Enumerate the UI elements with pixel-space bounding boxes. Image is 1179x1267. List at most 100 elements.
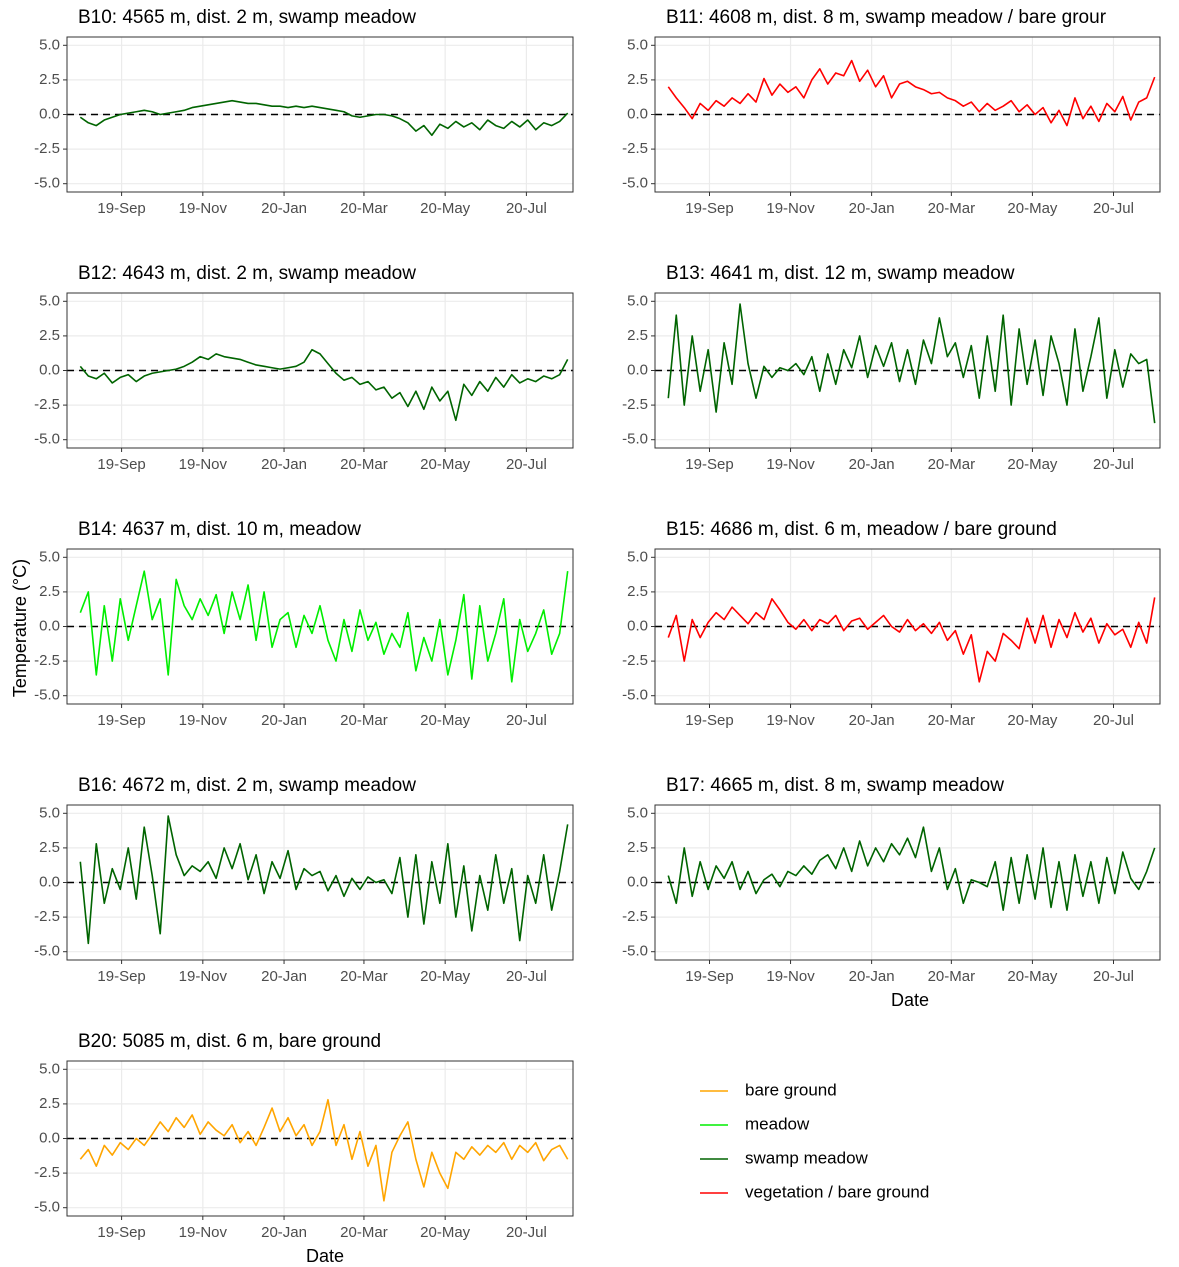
panel-title: B14: 4637 m, dist. 10 m, meadow [78, 519, 361, 540]
panel-title: B10: 4565 m, dist. 2 m, swamp meadow [78, 7, 416, 28]
panel-border [654, 804, 1161, 961]
x-tick-label: 20-Jul [1093, 968, 1134, 985]
x-tick-label: 20-Jul [506, 712, 547, 729]
y-tick-label: 0.0 [627, 617, 648, 634]
y-tick-label: -5.0 [622, 175, 648, 192]
x-tick-label: 19-Nov [766, 456, 815, 473]
x-tick-label: 20-Jul [1093, 200, 1134, 217]
y-tick-label: 0.0 [627, 873, 648, 890]
y-tick-label: -2.5 [34, 140, 60, 157]
panel-title: B12: 4643 m, dist. 2 m, swamp meadow [78, 263, 416, 284]
x-tick-label: 20-Mar [340, 1224, 388, 1241]
data-line [79, 815, 569, 945]
x-tick-label: 20-Jul [1093, 456, 1134, 473]
x-tick-label: 19-Nov [179, 456, 228, 473]
x-tick-label: 19-Sep [97, 456, 145, 473]
panel-border [66, 292, 574, 449]
panel-border [66, 36, 574, 193]
y-tick-label: 2.5 [39, 1095, 60, 1112]
y-tick-label: 2.5 [627, 583, 648, 600]
x-tick-label: 20-Jul [1093, 712, 1134, 729]
y-tick-label: -2.5 [622, 396, 648, 413]
panel-title: B15: 4686 m, dist. 6 m, meadow / bare gr… [666, 519, 1057, 540]
data-line [667, 59, 1156, 127]
y-tick-label: -5.0 [622, 687, 648, 704]
y-tick-label: -5.0 [622, 943, 648, 960]
x-tick-label: 20-Mar [340, 968, 388, 985]
x-tick-label: 19-Sep [685, 968, 733, 985]
y-tick-label: -5.0 [34, 431, 60, 448]
panel-title: B13: 4641 m, dist. 12 m, swamp meadow [666, 263, 1015, 284]
data-line [79, 99, 569, 137]
x-tick-label: 20-Mar [340, 200, 388, 217]
x-tick-label: 20-Jan [849, 456, 895, 473]
x-tick-label: 19-Sep [97, 968, 145, 985]
panel-title: B20: 5085 m, dist. 6 m, bare ground [78, 1031, 381, 1052]
y-tick-label: 5.0 [39, 292, 60, 309]
x-tick-label: 20-Mar [928, 456, 976, 473]
x-tick-label: 20-May [420, 200, 471, 217]
x-tick-label: 20-Jan [849, 968, 895, 985]
y-tick-label: 2.5 [627, 327, 648, 344]
y-tick-label: -2.5 [622, 140, 648, 157]
legend-label: swamp meadow [745, 1148, 869, 1167]
x-tick-label: 20-Jan [261, 456, 307, 473]
x-tick-label: 19-Sep [685, 712, 733, 729]
x-tick-label: 19-Nov [766, 968, 815, 985]
x-tick-label: 19-Sep [97, 200, 145, 217]
y-tick-label: 5.0 [39, 548, 60, 565]
x-tick-label: 19-Nov [179, 1224, 228, 1241]
legend-label: bare ground [745, 1080, 837, 1099]
x-tick-label: 20-Jan [261, 968, 307, 985]
y-tick-label: 2.5 [39, 839, 60, 856]
data-line [79, 1098, 569, 1202]
panel-border [66, 804, 574, 961]
x-axis-title: Date [891, 990, 929, 1010]
x-tick-label: 20-Mar [928, 712, 976, 729]
x-tick-label: 20-Jul [506, 456, 547, 473]
legend-label: meadow [745, 1114, 810, 1133]
x-tick-label: 20-May [1007, 200, 1058, 217]
legend-label: vegetation / bare ground [745, 1182, 929, 1201]
data-line [667, 826, 1156, 911]
x-tick-label: 19-Sep [97, 1224, 145, 1241]
y-tick-label: 5.0 [39, 804, 60, 821]
x-tick-label: 20-Jul [506, 200, 547, 217]
y-tick-label: -2.5 [34, 396, 60, 413]
x-tick-label: 20-Mar [340, 456, 388, 473]
y-tick-label: 0.0 [39, 873, 60, 890]
y-tick-label: -2.5 [34, 652, 60, 669]
x-tick-label: 19-Sep [97, 712, 145, 729]
y-tick-label: -2.5 [34, 908, 60, 925]
x-tick-label: 20-May [1007, 968, 1058, 985]
x-tick-label: 20-Jan [261, 1224, 307, 1241]
x-tick-label: 19-Nov [179, 968, 228, 985]
y-tick-label: 2.5 [39, 583, 60, 600]
x-tick-label: 20-Jan [261, 712, 307, 729]
y-tick-label: 0.0 [39, 617, 60, 634]
x-tick-label: 20-Jul [506, 968, 547, 985]
y-tick-label: 5.0 [627, 804, 648, 821]
x-tick-label: 20-May [1007, 456, 1058, 473]
y-tick-label: 0.0 [627, 361, 648, 378]
y-tick-label: -5.0 [34, 943, 60, 960]
panel-border [66, 548, 574, 705]
y-tick-label: 5.0 [627, 548, 648, 565]
y-tick-label: 5.0 [39, 1060, 60, 1077]
x-tick-label: 20-Jul [506, 1224, 547, 1241]
y-tick-label: -2.5 [622, 908, 648, 925]
x-tick-label: 20-May [420, 1224, 471, 1241]
y-tick-label: 5.0 [39, 36, 60, 53]
y-tick-label: 0.0 [627, 105, 648, 122]
y-tick-label: 5.0 [627, 36, 648, 53]
data-line [79, 570, 569, 683]
y-tick-label: 0.0 [39, 361, 60, 378]
panel-border [66, 1060, 574, 1217]
y-tick-label: 0.0 [39, 1129, 60, 1146]
y-tick-label: 0.0 [39, 105, 60, 122]
panel-title: B11: 4608 m, dist. 8 m, swamp meadow / b… [666, 7, 1107, 28]
x-tick-label: 20-Jan [261, 200, 307, 217]
x-tick-label: 20-May [420, 968, 471, 985]
x-tick-label: 20-Mar [928, 968, 976, 985]
